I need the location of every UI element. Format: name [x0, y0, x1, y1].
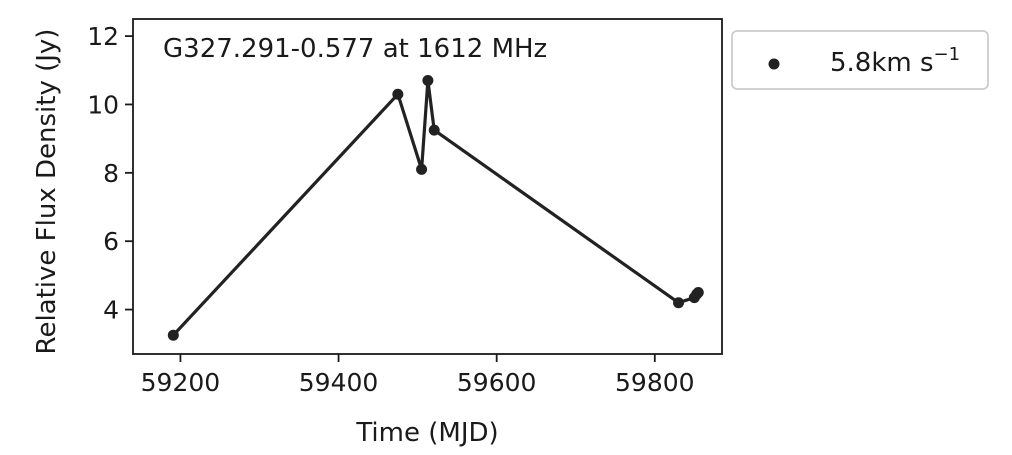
data-point — [167, 329, 179, 341]
y-tick-label: 10 — [87, 90, 119, 119]
axes-frame — [132, 18, 723, 355]
legend-marker — [768, 58, 780, 70]
data-point — [416, 163, 428, 175]
plot-area — [167, 75, 704, 341]
series-line — [172, 78, 700, 337]
legend: 5.8km s−1 — [731, 30, 989, 90]
y-axis: 4 6 8 10 12 — [87, 22, 133, 325]
legend-label: 5.8km s−1 — [830, 44, 960, 78]
data-point — [392, 88, 404, 100]
y-tick-label: 8 — [103, 159, 119, 188]
x-tick-label: 59200 — [141, 368, 221, 397]
x-tick-label: 59400 — [299, 368, 379, 397]
x-axis: 59200 59400 59600 59800 — [141, 354, 695, 397]
y-tick-label: 6 — [103, 227, 119, 256]
y-axis-label: Relative Flux Density (Jy) — [32, 29, 62, 355]
x-axis-label: Time (MJD) — [355, 418, 498, 448]
data-point — [422, 75, 434, 87]
data-point — [428, 124, 440, 136]
legend-series-name: 5.8km s — [830, 48, 934, 78]
x-tick-label: 59600 — [457, 368, 537, 397]
legend-box — [731, 30, 989, 90]
legend-superscript: −1 — [934, 44, 961, 65]
chart-title: G327.291-0.577 at 1612 MHz — [163, 34, 547, 64]
y-tick-label: 12 — [87, 22, 119, 51]
data-point — [692, 286, 704, 298]
data-point — [673, 297, 685, 309]
y-tick-label: 4 — [103, 296, 119, 325]
x-tick-label: 59800 — [615, 368, 695, 397]
